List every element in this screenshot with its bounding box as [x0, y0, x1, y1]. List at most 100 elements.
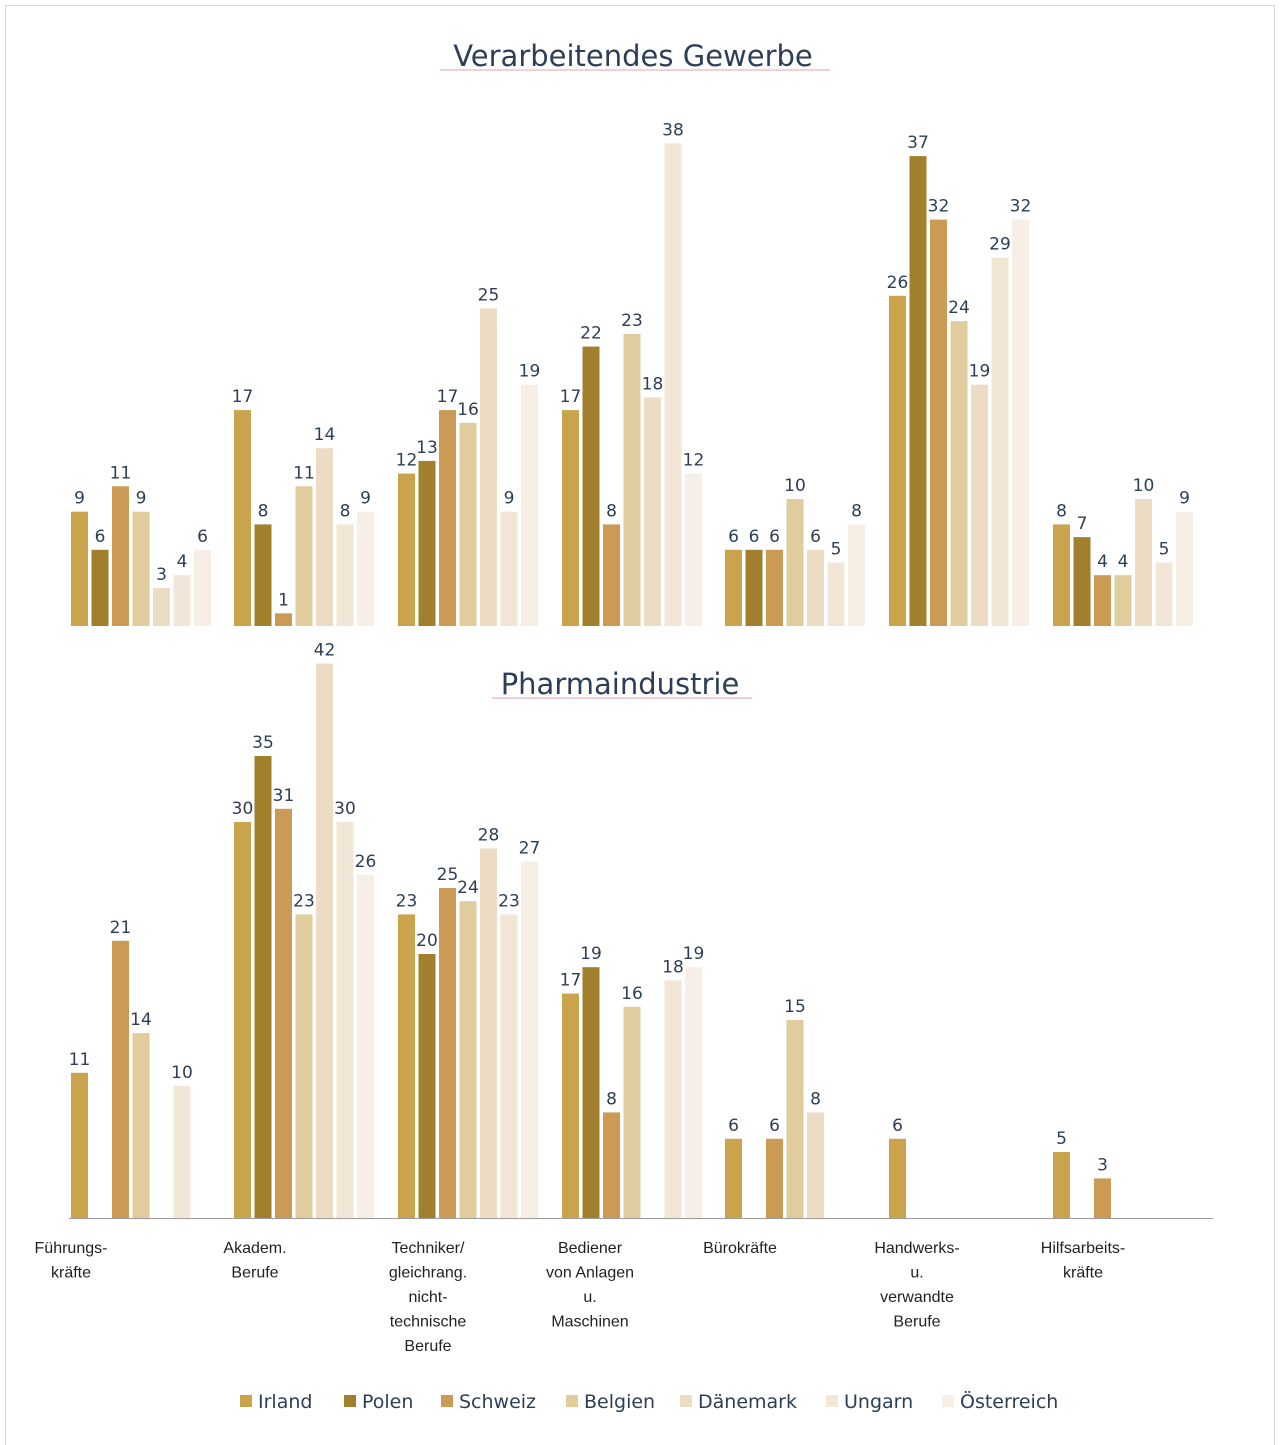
bar — [807, 549, 824, 626]
data-label: 17 — [560, 387, 582, 407]
bar — [930, 219, 947, 626]
data-label: 3 — [156, 565, 167, 585]
data-label: 9 — [1179, 489, 1190, 509]
data-label: 19 — [683, 944, 705, 964]
bar — [112, 940, 129, 1218]
data-label: 8 — [1056, 501, 1067, 521]
chart-title: Pharmaindustrie — [501, 667, 740, 701]
data-label: 8 — [258, 501, 269, 521]
bar — [112, 486, 129, 626]
bar — [254, 524, 272, 626]
data-label: 8 — [340, 501, 351, 521]
data-label: 21 — [110, 918, 132, 938]
data-label: 24 — [948, 298, 970, 318]
bar — [173, 575, 191, 626]
bar — [398, 473, 415, 626]
bar — [807, 1112, 824, 1218]
data-label: 17 — [232, 387, 254, 407]
data-label: 25 — [437, 865, 459, 885]
data-label: 35 — [252, 733, 274, 753]
bar — [275, 808, 292, 1218]
data-label: 32 — [928, 197, 950, 217]
bar — [439, 410, 456, 626]
bar — [623, 333, 641, 626]
bar — [1053, 524, 1070, 626]
data-label: 18 — [662, 957, 684, 977]
bar — [336, 524, 354, 626]
data-label: 6 — [810, 527, 821, 547]
bar — [480, 848, 497, 1218]
data-label: 19 — [969, 362, 991, 382]
data-label: 27 — [519, 839, 541, 859]
bar — [1114, 575, 1132, 626]
data-label: 6 — [749, 527, 760, 547]
legend-swatch — [826, 1395, 838, 1407]
bar — [889, 1138, 906, 1218]
data-label: 17 — [437, 387, 459, 407]
bar — [91, 549, 109, 626]
data-label: 18 — [642, 374, 664, 394]
data-label: 6 — [769, 527, 780, 547]
bar — [725, 1138, 742, 1218]
data-label: 10 — [171, 1063, 193, 1083]
data-label: 1 — [278, 590, 289, 610]
bar — [153, 587, 170, 626]
bar — [439, 888, 456, 1218]
data-label: 4 — [177, 552, 188, 572]
bar — [357, 511, 374, 626]
data-label: 26 — [887, 273, 909, 293]
data-label: 19 — [519, 362, 541, 382]
data-label: 10 — [1133, 476, 1155, 496]
bar — [603, 1112, 620, 1218]
bar — [132, 511, 150, 626]
bar — [745, 549, 763, 626]
data-label: 26 — [355, 852, 377, 872]
bar — [459, 901, 477, 1218]
bar — [582, 967, 600, 1218]
data-label: 16 — [457, 400, 479, 420]
data-label: 16 — [621, 984, 643, 1004]
bar — [562, 410, 579, 626]
bar — [194, 549, 211, 626]
data-label: 6 — [197, 527, 208, 547]
bar — [357, 874, 374, 1218]
data-label: 11 — [293, 463, 315, 483]
data-label: 6 — [892, 1116, 903, 1136]
legend-swatch — [942, 1395, 954, 1407]
bar — [562, 993, 579, 1218]
data-label: 30 — [232, 799, 254, 819]
data-label: 29 — [989, 235, 1011, 255]
data-label: 23 — [498, 891, 520, 911]
legend-label: Österreich — [960, 1390, 1058, 1413]
category-label: Handwerks-u. verwandte Berufe — [874, 1240, 959, 1331]
data-label: 25 — [478, 286, 500, 306]
data-label: 7 — [1077, 514, 1088, 534]
bar — [991, 257, 1009, 626]
data-label: 9 — [360, 489, 371, 509]
bar — [132, 1033, 150, 1218]
chart-frame — [5, 5, 1275, 1445]
data-label: 9 — [136, 489, 147, 509]
category-label: Führungs-kräfte — [35, 1240, 108, 1282]
data-label: 6 — [728, 1116, 739, 1136]
data-label: 23 — [621, 311, 643, 331]
legend-swatch — [240, 1395, 252, 1407]
data-label: 5 — [1056, 1129, 1067, 1149]
data-label: 13 — [416, 438, 438, 458]
legend-swatch — [344, 1395, 356, 1407]
bar — [316, 448, 333, 626]
data-label: 8 — [606, 501, 617, 521]
bar — [685, 473, 702, 626]
legend-swatch — [566, 1395, 578, 1407]
bar — [71, 1072, 88, 1218]
bar — [1094, 575, 1111, 626]
bar — [848, 524, 865, 626]
data-label: 15 — [784, 997, 806, 1017]
bar — [316, 663, 333, 1218]
data-label: 23 — [396, 891, 418, 911]
bar — [664, 143, 682, 626]
data-label: 38 — [662, 120, 684, 140]
data-label: 22 — [580, 324, 602, 344]
category-label: Hilfsarbeits-kräfte — [1041, 1240, 1125, 1282]
legend-label: Dänemark — [698, 1391, 797, 1413]
